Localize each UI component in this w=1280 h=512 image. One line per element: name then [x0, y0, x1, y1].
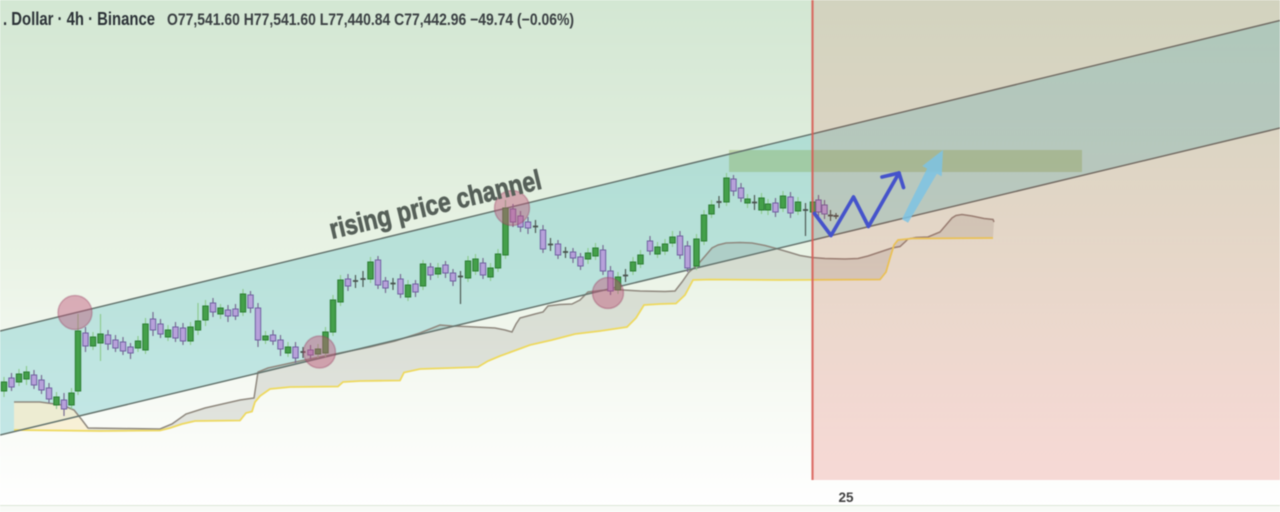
svg-text:O77,541.60 H77,541.60 L77,440.: O77,541.60 H77,541.60 L77,440.84 C77,442…: [167, 11, 574, 29]
svg-text:. Dollar · 4h · Binance: . Dollar · 4h · Binance: [3, 9, 155, 29]
svg-text:25: 25: [838, 490, 854, 505]
